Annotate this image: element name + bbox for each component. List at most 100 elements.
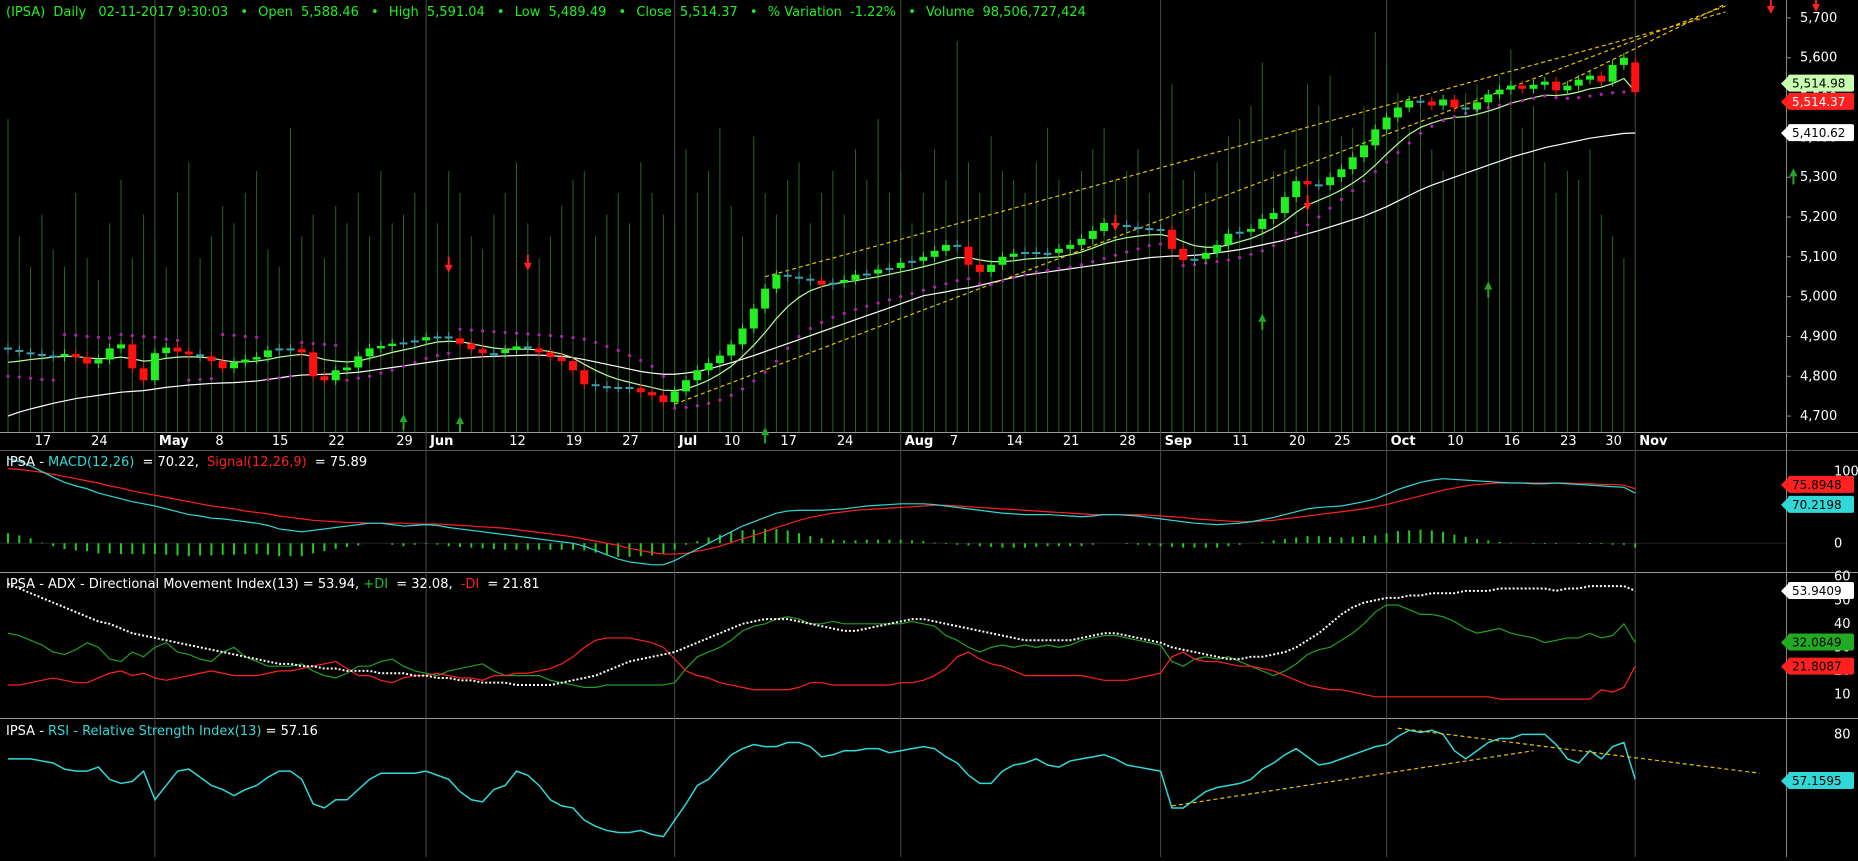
close-value-label-pointer (1781, 93, 1789, 110)
candle-body (275, 348, 284, 351)
candle-body (1134, 226, 1142, 229)
sar-dot (1215, 259, 1219, 264)
candle-body (975, 264, 984, 272)
adx-line (7, 582, 1636, 687)
sar-dot (1509, 101, 1513, 105)
x-axis-label: 25 (1334, 434, 1351, 449)
candle-body (546, 352, 555, 358)
candle-body (1043, 252, 1052, 255)
candle-body (150, 353, 159, 381)
candle-body (941, 244, 950, 251)
candle-body (1201, 252, 1210, 259)
macd-value-label-pointer (1781, 496, 1789, 513)
ma-slow-value-label: 5,410.62 (1781, 124, 1854, 142)
adx-tick-label: 60 (1834, 570, 1851, 585)
sar-dot (458, 327, 462, 331)
sar-dot (1554, 95, 1558, 100)
sar-dot (673, 406, 677, 410)
sar-dot (899, 295, 903, 299)
ma-fast-value-label: 5,514.98 (1781, 74, 1854, 92)
sar-dot (62, 332, 67, 337)
candle-body (1360, 145, 1368, 158)
x-axis-label: 11 (1232, 434, 1249, 449)
x-axis-label: 28 (1119, 434, 1136, 449)
candle-body (49, 355, 58, 358)
sar-dot (85, 334, 89, 339)
sar-dot (1599, 92, 1603, 96)
sar-dot (6, 374, 10, 378)
candle-body (60, 353, 69, 357)
buy-arrow-icon (1258, 313, 1267, 322)
sar-dot (401, 364, 406, 368)
candle-body (1021, 252, 1029, 255)
sar-dot (503, 330, 507, 335)
sar-dot (978, 282, 982, 286)
candle-body (1574, 79, 1583, 86)
x-axis-label: 24 (837, 434, 854, 449)
ma-slow-value-label-text: 5,410.62 (1792, 126, 1845, 140)
candle-body (648, 392, 657, 396)
candle-body (1427, 101, 1436, 106)
minus-di-value-label-text: 21.8087 (1792, 660, 1842, 674)
candle-body (1280, 197, 1289, 214)
sar-dot (1102, 256, 1106, 261)
candle-body (591, 384, 600, 387)
sar-dot (650, 364, 654, 368)
sar-dot (266, 377, 270, 382)
x-axis-label: 29 (396, 434, 413, 449)
macd-legend: IPSA - MACD(12,26) = 70.22, Signal(12,26… (6, 455, 367, 470)
sar-dot (29, 376, 33, 380)
sar-dot (1238, 256, 1242, 260)
candle-body (331, 370, 340, 381)
candle-body (625, 387, 634, 390)
candle-body (1303, 181, 1312, 185)
macd-tick-label: 0 (1834, 536, 1842, 551)
sar-dot (187, 378, 191, 382)
price-legend: (IPSA) Daily 02-11-2017 9:30:03 • Open 5… (6, 5, 1086, 20)
adx-value-label-pointer (1781, 582, 1789, 599)
candle-body (1619, 57, 1628, 65)
x-axis-label: May (159, 434, 189, 449)
sar-dot (96, 335, 100, 339)
volume-bars (7, 32, 1636, 432)
sar-dot (1294, 231, 1298, 235)
sar-dot (853, 307, 858, 311)
candle-body (1506, 85, 1515, 90)
price-tick-label: 5,000 (1800, 290, 1837, 305)
sar-dot (933, 285, 937, 289)
sar-dot (627, 353, 632, 358)
price-tick-label: 5,100 (1800, 250, 1837, 265)
candle-body (252, 357, 261, 360)
sar-dot (1283, 238, 1287, 242)
sar-dot (435, 353, 439, 358)
sar-dot (1159, 242, 1163, 246)
candle-body (1066, 244, 1075, 249)
sar-dot (334, 343, 338, 347)
sar-dot (198, 377, 202, 382)
adx-value-label-text: 53.9409 (1792, 584, 1842, 598)
sar-dot (616, 348, 620, 352)
candle-body (602, 386, 611, 389)
candle-body (862, 273, 871, 276)
candle-body (840, 279, 849, 283)
price-tick-label: 5,300 (1800, 170, 1837, 185)
sar-dot (1418, 131, 1423, 135)
sar-dot (820, 320, 824, 325)
sar-dot (345, 378, 349, 382)
price-trendline (1555, 3, 1726, 89)
sar-dot (1272, 244, 1276, 248)
candle-body (896, 262, 905, 268)
sar-dot (74, 333, 78, 337)
candle-body (196, 354, 205, 357)
candle-body (218, 361, 227, 369)
minus-di-value-label-bg (1788, 657, 1854, 675)
sell-arrow-icon (1303, 203, 1312, 212)
sar-dot (153, 335, 157, 339)
rsi-series (8, 727, 1760, 838)
sar-dot (740, 387, 745, 391)
sar-dot (356, 376, 360, 380)
sar-dot (40, 377, 44, 382)
sar-dot (1441, 119, 1445, 123)
sar-dot (1057, 267, 1061, 271)
